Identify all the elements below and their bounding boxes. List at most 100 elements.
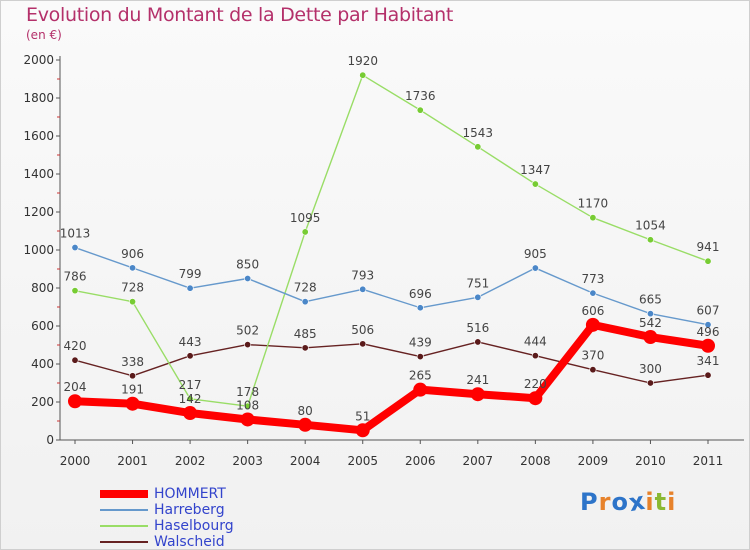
y-tick-label: 1400 <box>23 167 54 181</box>
data-point-harreberg <box>704 321 712 329</box>
data-point-walscheid <box>301 344 309 352</box>
data-point-haselbourg <box>244 402 252 410</box>
data-label-haselbourg: 1347 <box>520 163 551 177</box>
legend-label: HOMMERT <box>154 486 226 502</box>
data-point-harreberg <box>589 289 597 297</box>
data-label-harreberg: 799 <box>179 267 202 281</box>
y-tick-label: 600 <box>31 319 54 333</box>
y-tick-label: 1600 <box>23 129 54 143</box>
chart-title: Evolution du Montant de la Dette par Hab… <box>26 4 454 26</box>
data-label-hommert: 142 <box>179 392 202 406</box>
x-tick-label: 2006 <box>405 454 436 468</box>
data-point-hommert <box>68 394 82 409</box>
data-label-harreberg: 1013 <box>60 227 91 241</box>
data-point-harreberg <box>359 285 367 293</box>
series-line-hommert <box>71 320 712 435</box>
data-point-walscheid <box>704 371 712 379</box>
data-label-haselbourg: 1920 <box>347 54 378 68</box>
logo-letter: r <box>598 488 612 516</box>
data-point-haselbourg <box>129 298 137 306</box>
legend-label: Haselbourg <box>154 518 234 534</box>
data-label-haselbourg: 786 <box>64 270 87 284</box>
legend-swatch <box>100 541 148 543</box>
data-point-haselbourg <box>71 287 79 295</box>
data-label-hommert: 241 <box>466 373 489 387</box>
data-label-hommert: 80 <box>298 404 313 418</box>
data-point-walscheid <box>71 356 79 364</box>
data-label-harreberg: 751 <box>466 276 489 290</box>
data-label-haselbourg: 1054 <box>635 219 666 233</box>
data-point-walscheid <box>416 353 424 361</box>
data-label-walscheid: 370 <box>581 349 604 363</box>
data-point-hommert <box>240 412 255 427</box>
data-label-harreberg: 607 <box>697 304 720 318</box>
data-label-hommert: 51 <box>355 409 370 423</box>
data-label-haselbourg: 1170 <box>578 197 609 211</box>
data-point-hommert <box>125 396 140 411</box>
data-point-hommert <box>183 406 198 421</box>
x-tick-label: 2011 <box>693 454 724 468</box>
y-tick-label: 1000 <box>23 243 54 257</box>
data-point-walscheid <box>186 352 194 360</box>
logo-letter: P <box>580 488 599 516</box>
data-label-hommert: 204 <box>64 380 87 394</box>
data-label-harreberg: 850 <box>236 258 259 272</box>
x-tick-label: 2003 <box>232 454 263 468</box>
data-label-harreberg: 696 <box>409 287 432 301</box>
data-point-harreberg <box>71 244 79 252</box>
data-point-harreberg <box>301 298 309 306</box>
data-point-hommert <box>470 387 485 402</box>
data-label-harreberg: 906 <box>121 247 144 261</box>
data-label-haselbourg: 728 <box>121 281 144 295</box>
data-label-haselbourg: 1095 <box>290 211 321 225</box>
logo-letter: o <box>611 488 629 516</box>
data-label-hommert: 108 <box>236 398 259 412</box>
chart-subtitle: (en €) <box>26 28 62 42</box>
data-point-walscheid <box>646 379 654 387</box>
data-point-haselbourg <box>531 180 539 188</box>
legend-item-hommert: HOMMERT <box>100 486 400 502</box>
series-line-walscheid <box>74 341 709 384</box>
data-label-harreberg: 905 <box>524 247 547 261</box>
data-label-haselbourg: 1736 <box>405 89 436 103</box>
data-label-hommert: 606 <box>581 304 604 318</box>
data-label-walscheid: 485 <box>294 327 317 341</box>
x-tick-label: 2005 <box>347 454 378 468</box>
data-point-harreberg <box>186 284 194 292</box>
data-point-haselbourg <box>704 257 712 265</box>
data-point-hommert <box>585 317 600 332</box>
legend-swatch <box>100 525 148 527</box>
data-label-haselbourg: 178 <box>236 385 259 399</box>
data-point-harreberg <box>474 293 482 301</box>
data-point-harreberg <box>646 310 654 318</box>
y-tick-label: 400 <box>31 357 54 371</box>
y-tick-label: 200 <box>31 395 54 409</box>
data-point-hommert <box>298 417 313 432</box>
data-label-walscheid: 420 <box>64 339 87 353</box>
y-tick-label: 800 <box>31 281 54 295</box>
data-label-walscheid: 443 <box>179 335 202 349</box>
data-label-walscheid: 506 <box>351 323 374 337</box>
data-label-walscheid: 444 <box>524 335 547 349</box>
data-label-haselbourg: 1543 <box>463 126 494 140</box>
data-label-walscheid: 516 <box>466 321 489 335</box>
x-tick-label: 2009 <box>578 454 609 468</box>
series-line-haselbourg <box>74 74 709 407</box>
data-point-walscheid <box>474 338 482 346</box>
data-point-harreberg <box>531 264 539 272</box>
x-tick-label: 2010 <box>635 454 666 468</box>
data-label-walscheid: 338 <box>121 355 144 369</box>
y-tick-label: 2000 <box>23 53 54 67</box>
data-label-harreberg: 665 <box>639 293 662 307</box>
data-point-harreberg <box>416 304 424 312</box>
legend-label: Harreberg <box>154 502 225 518</box>
data-point-walscheid <box>129 372 137 380</box>
data-label-hommert: 265 <box>409 369 432 383</box>
legend-item-walscheid: Walscheid <box>100 534 400 550</box>
data-point-walscheid <box>244 341 252 349</box>
x-tick-label: 2008 <box>520 454 551 468</box>
logo-letter: t <box>654 488 668 516</box>
data-point-hommert <box>413 382 428 397</box>
